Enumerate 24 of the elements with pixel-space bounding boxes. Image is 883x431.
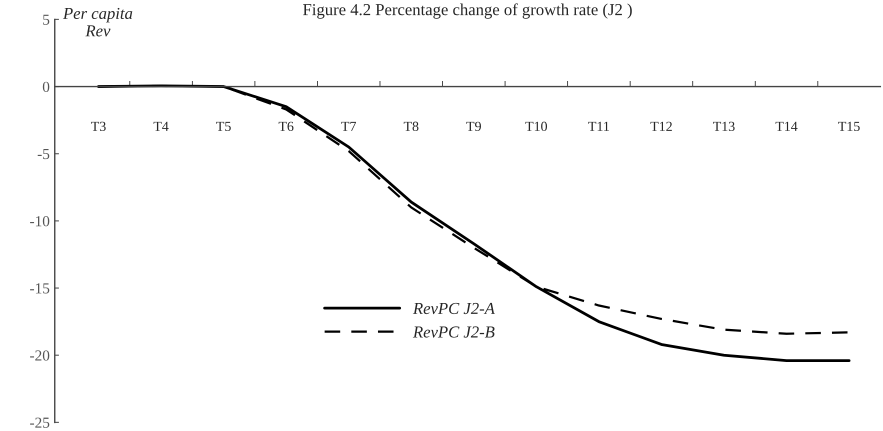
x-tick-label: T12 (650, 122, 672, 131)
x-tick-label: T3 (91, 122, 106, 132)
x-tick-label: T6 (278, 122, 294, 132)
x-tick-label: T15 (838, 122, 860, 132)
y-tick-label: -20 (30, 350, 50, 361)
legend-label: RevPC J2-A (412, 302, 495, 314)
y-axis-title: Per capita Rev (62, 8, 132, 36)
x-tick-label: T5 (216, 122, 231, 132)
legend-label: RevPC J2-B (412, 326, 495, 338)
y-tick-label: -15 (30, 283, 50, 294)
y-tick-label: 5 (43, 14, 50, 25)
x-tick-label: T11 (588, 122, 609, 131)
x-tick-label: T10 (525, 122, 548, 132)
x-tick-label: T7 (341, 122, 356, 131)
y-tick-label: 0 (42, 82, 50, 92)
x-tick-label: T4 (154, 122, 169, 131)
chart-title: Figure 4.2 Percentage change of growth rate (J2 ) (303, 3, 632, 19)
x-tick-label: T13 (713, 122, 735, 132)
x-tick-label: T8 (404, 122, 418, 132)
x-tick-label: T9 (466, 122, 481, 132)
y-tick-label: -5 (38, 149, 50, 160)
y-tick-label: -10 (30, 216, 50, 226)
y-tick-label: -25 (30, 418, 50, 428)
x-tick-label: T14 (776, 122, 798, 131)
